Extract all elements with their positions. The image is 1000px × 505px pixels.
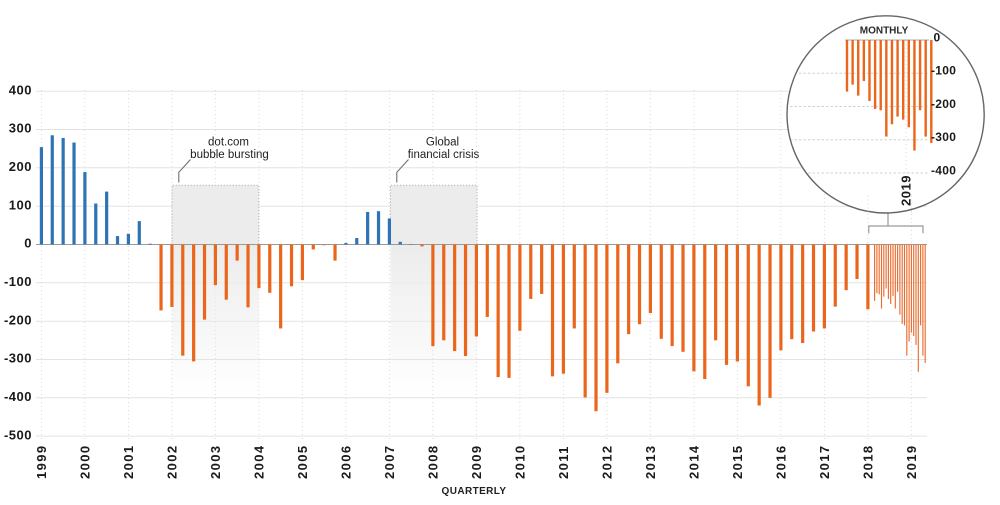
svg-text:-300: -300	[931, 130, 956, 144]
svg-text:2005: 2005	[295, 444, 310, 479]
svg-text:2008: 2008	[426, 444, 441, 479]
svg-text:dot.com: dot.com	[208, 137, 249, 149]
svg-text:100: 100	[9, 197, 32, 212]
svg-text:2019: 2019	[898, 175, 913, 206]
svg-text:-100: -100	[4, 274, 32, 289]
svg-text:2017: 2017	[817, 444, 832, 479]
svg-text:2009: 2009	[469, 444, 484, 479]
svg-text:-500: -500	[4, 427, 32, 442]
svg-text:2015: 2015	[730, 444, 745, 479]
svg-text:2004: 2004	[252, 444, 267, 479]
svg-text:2016: 2016	[774, 444, 789, 479]
svg-text:2002: 2002	[165, 444, 180, 479]
svg-text:2012: 2012	[600, 444, 615, 479]
svg-text:-200: -200	[4, 312, 32, 327]
svg-text:MONTHLY: MONTHLY	[860, 26, 909, 37]
svg-text:-200: -200	[931, 97, 956, 111]
svg-text:2018: 2018	[861, 444, 876, 479]
svg-text:-400: -400	[4, 389, 32, 404]
svg-text:1999: 1999	[34, 444, 49, 479]
svg-text:0: 0	[24, 236, 32, 251]
svg-text:-300: -300	[4, 351, 32, 366]
svg-text:2010: 2010	[513, 444, 528, 479]
svg-text:2019: 2019	[904, 444, 919, 479]
svg-text:2006: 2006	[339, 444, 354, 479]
svg-text:2000: 2000	[78, 444, 93, 479]
svg-text:Global: Global	[426, 137, 459, 149]
svg-text:2003: 2003	[208, 444, 223, 479]
svg-text:200: 200	[9, 159, 32, 174]
svg-text:2001: 2001	[121, 444, 136, 479]
svg-text:0: 0	[934, 30, 941, 44]
svg-text:-100: -100	[931, 64, 956, 78]
svg-text:2014: 2014	[687, 444, 702, 479]
svg-text:2011: 2011	[556, 445, 571, 479]
svg-text:bubble bursting: bubble bursting	[190, 149, 269, 161]
svg-text:QUARTERLY: QUARTERLY	[442, 486, 507, 497]
svg-text:300: 300	[9, 121, 32, 136]
svg-text:2007: 2007	[382, 444, 397, 479]
svg-text:financial crisis: financial crisis	[408, 149, 480, 161]
svg-text:2013: 2013	[643, 444, 658, 479]
svg-text:-400: -400	[931, 163, 956, 177]
svg-text:400: 400	[9, 82, 32, 97]
